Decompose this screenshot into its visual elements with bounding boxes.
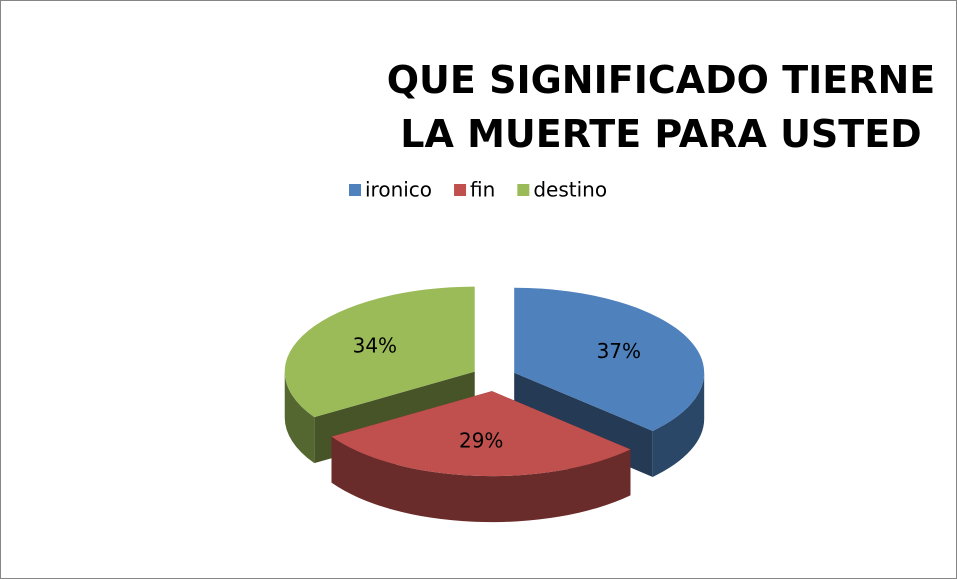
legend-swatch bbox=[517, 184, 530, 196]
slice-wall bbox=[284, 371, 315, 464]
data-label: 29% bbox=[459, 428, 503, 452]
slice bbox=[284, 286, 475, 418]
data-label: 34% bbox=[353, 334, 397, 358]
legend-label: fin bbox=[470, 178, 495, 202]
slice-wall bbox=[331, 436, 631, 523]
legend-swatch bbox=[454, 184, 467, 196]
slice bbox=[514, 287, 705, 431]
slice-wall bbox=[652, 372, 705, 477]
legend-label: ironico bbox=[365, 178, 432, 202]
data-label: 37% bbox=[597, 339, 641, 363]
legend-swatch bbox=[349, 184, 361, 196]
legend-label: destino bbox=[533, 178, 607, 202]
chart-title: QUE SIGNIFICADO TIERNE LA MUERTE PARA US… bbox=[386, 58, 936, 156]
slice bbox=[331, 391, 631, 477]
